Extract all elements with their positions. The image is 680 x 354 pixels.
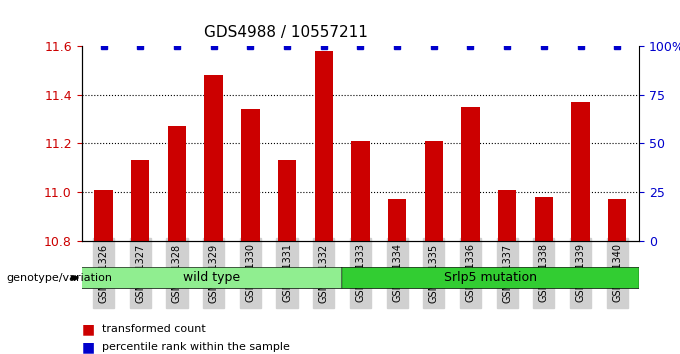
- Text: wild type: wild type: [183, 272, 240, 284]
- Bar: [498, 190, 516, 241]
- Bar: [388, 199, 406, 241]
- FancyBboxPatch shape: [342, 267, 639, 289]
- Bar: [608, 199, 626, 241]
- Text: transformed count: transformed count: [102, 324, 206, 334]
- Bar: [571, 102, 590, 241]
- Bar: [95, 190, 113, 241]
- Bar: [278, 160, 296, 241]
- Bar: [168, 126, 186, 241]
- Bar: [461, 107, 479, 241]
- Text: genotype/variation: genotype/variation: [7, 273, 113, 283]
- Text: ■: ■: [82, 340, 95, 354]
- Text: Srlp5 mutation: Srlp5 mutation: [444, 272, 537, 284]
- FancyBboxPatch shape: [82, 267, 342, 289]
- Bar: [315, 51, 333, 241]
- Text: ■: ■: [82, 322, 95, 336]
- Bar: [131, 160, 150, 241]
- Text: GDS4988 / 10557211: GDS4988 / 10557211: [204, 25, 367, 40]
- Bar: [205, 75, 223, 241]
- Bar: [352, 141, 369, 241]
- Text: percentile rank within the sample: percentile rank within the sample: [102, 342, 290, 352]
- Bar: [424, 141, 443, 241]
- Bar: [241, 109, 260, 241]
- Bar: [534, 197, 553, 241]
